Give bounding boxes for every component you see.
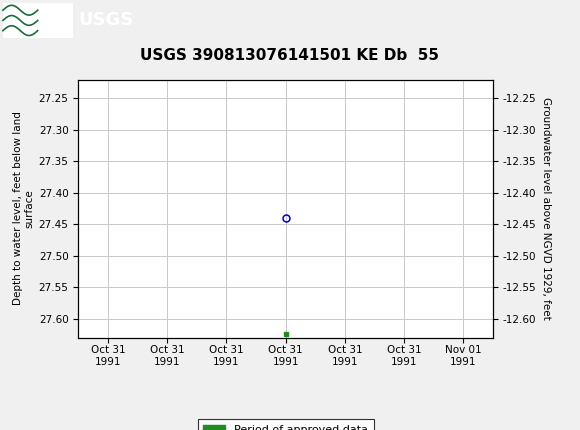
Legend: Period of approved data: Period of approved data xyxy=(198,419,374,430)
Y-axis label: Groundwater level above NGVD 1929, feet: Groundwater level above NGVD 1929, feet xyxy=(541,97,550,320)
Bar xyxy=(3,3,72,37)
Y-axis label: Depth to water level, feet below land
surface: Depth to water level, feet below land su… xyxy=(13,112,35,305)
Text: USGS 390813076141501 KE Db  55: USGS 390813076141501 KE Db 55 xyxy=(140,49,440,63)
Text: USGS: USGS xyxy=(78,12,133,29)
